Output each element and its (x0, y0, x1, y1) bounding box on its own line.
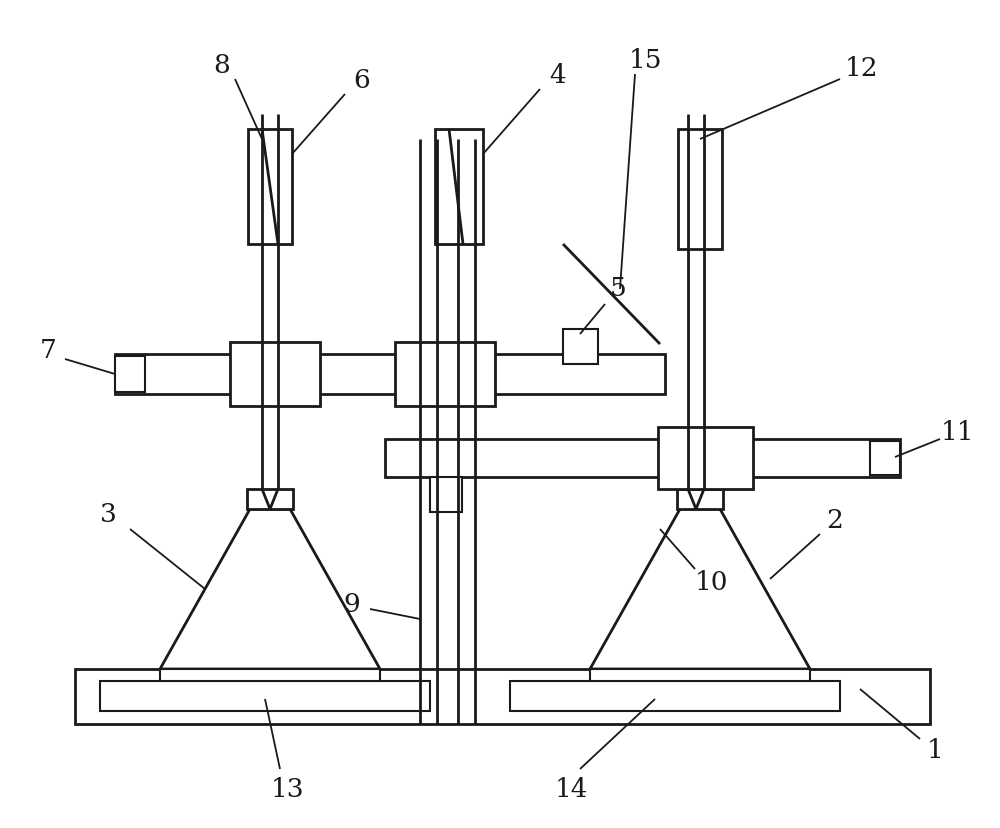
Text: 15: 15 (628, 47, 662, 72)
Text: 5: 5 (610, 275, 626, 300)
Text: 10: 10 (695, 569, 729, 594)
Text: 11: 11 (941, 419, 975, 444)
Text: 3: 3 (100, 502, 116, 527)
Bar (677, 489, 723, 509)
Bar (510, 681, 840, 711)
Bar (430, 478, 462, 513)
Text: 4: 4 (550, 62, 566, 88)
Text: 7: 7 (40, 337, 56, 362)
Bar (395, 343, 495, 407)
Polygon shape (590, 509, 810, 669)
Bar (563, 330, 598, 364)
Bar (248, 130, 292, 245)
Text: 14: 14 (555, 777, 589, 802)
Bar (590, 669, 810, 681)
Text: 8: 8 (214, 52, 230, 77)
Text: 2: 2 (827, 507, 843, 532)
Bar (115, 354, 665, 394)
Bar (115, 357, 145, 392)
Bar (435, 130, 483, 245)
Text: 6: 6 (354, 67, 370, 93)
Bar (247, 489, 293, 509)
Text: 12: 12 (845, 55, 879, 80)
Bar (75, 669, 930, 724)
Bar (678, 130, 722, 250)
Bar (160, 669, 380, 681)
Bar (100, 681, 430, 711)
Text: 9: 9 (344, 592, 360, 617)
Bar (658, 427, 753, 489)
Text: 1: 1 (927, 737, 943, 762)
Text: 13: 13 (271, 777, 305, 802)
Bar (385, 440, 900, 478)
Bar (870, 441, 900, 475)
Polygon shape (160, 509, 380, 669)
Bar (230, 343, 320, 407)
